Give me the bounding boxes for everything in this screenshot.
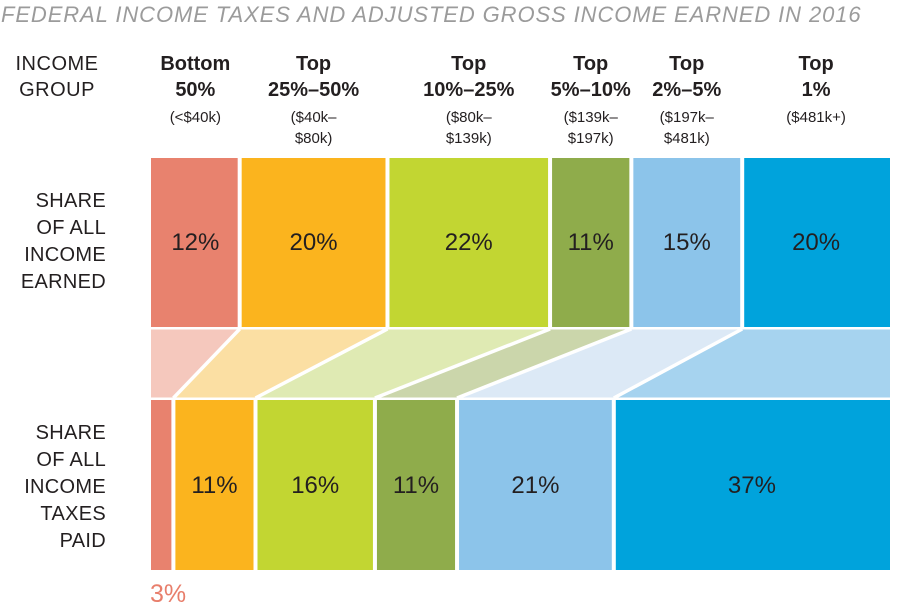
group-header-5: Top 1% ($481k+) (741, 51, 891, 128)
group-income-range: ($139k– $197k) (516, 107, 666, 149)
group-range-line: ($481k+) (786, 109, 846, 126)
value-income-earned-3: 11% (568, 229, 614, 256)
row-label-line: INCOME (24, 476, 106, 498)
row-label-line: SHARE (35, 422, 106, 444)
group-name-line: 2%–5% (652, 79, 722, 101)
group-range-line: ($139k– (563, 109, 618, 126)
flow-separator-line (612, 327, 744, 400)
group-name-line: Top (573, 53, 609, 75)
row-label-share-taxes-paid: SHARE OF ALL INCOME TAXES PAID (0, 420, 106, 555)
flow-separator-line (172, 327, 241, 400)
group-name: Top 2%–5% (612, 51, 762, 103)
group-range-line: $80k) (294, 130, 333, 147)
segment-taxes-paid-4 (459, 400, 612, 570)
flow-band-0 (151, 329, 240, 398)
group-header-3: Top 5%–10% ($139k– $197k) (516, 51, 666, 149)
chart-title: FEDERAL INCOME TAXES AND ADJUSTED GROSS … (1, 2, 862, 27)
flow-separator-line (374, 327, 551, 400)
group-name: Top 25%–50% (239, 51, 389, 103)
value-taxes-paid-4: 21% (511, 472, 559, 499)
flow-band-3 (374, 329, 632, 398)
row-label-line: PAID (59, 530, 106, 552)
group-name: Top 10%–25% (394, 51, 544, 103)
group-range-line: ($80k– (445, 109, 492, 126)
segment-taxes-paid-3 (376, 400, 456, 570)
segment-taxes-paid-5 (615, 400, 890, 570)
group-income-range: ($40k– $80k) (239, 107, 389, 149)
group-name-line: Top (295, 53, 332, 75)
income-group-line: INCOME (15, 53, 99, 75)
group-name: Top 5%–10% (516, 51, 666, 103)
row-label-line: EARNED (20, 271, 106, 293)
group-header-4: Top 2%–5% ($197k– $481k) (612, 51, 762, 149)
value-taxes-paid-5: 37% (728, 472, 776, 499)
group-income-range: ($197k– $481k) (612, 107, 762, 149)
group-name-line: 10%–25% (423, 79, 515, 101)
group-range-line: $481k) (663, 130, 710, 147)
row-label-line: OF ALL (36, 217, 106, 239)
group-name: Bottom 50% (120, 51, 270, 103)
segment-taxes-paid-2 (257, 400, 373, 570)
value-taxes-paid-3: 11% (393, 472, 439, 499)
row-label-share-income-earned: SHARE OF ALL INCOME EARNED (0, 188, 106, 296)
value-taxes-paid-2: 16% (291, 472, 339, 499)
group-range-line: ($197k– (659, 109, 714, 126)
segment-taxes-paid-1 (175, 400, 254, 570)
value-income-earned-5: 20% (792, 229, 840, 256)
group-header-2: Top 10%–25% ($80k– $139k) (394, 51, 544, 149)
group-name-line: 5%–10% (550, 79, 631, 101)
group-name-line: Bottom (160, 53, 231, 75)
flow-band-4 (457, 329, 743, 398)
group-name-line: 50% (175, 79, 216, 101)
segment-income-earned-2 (389, 158, 549, 327)
flow-separator-line (456, 327, 632, 400)
group-range-line: $139k) (445, 130, 492, 147)
group-header-1: Top 25%–50% ($40k– $80k) (239, 51, 389, 149)
group-income-range: (<$40k) (120, 107, 270, 128)
segment-income-earned-0 (151, 158, 238, 327)
segment-taxes-paid-0 (151, 400, 172, 570)
segment-income-earned-3 (552, 158, 630, 327)
group-range-line: (<$40k) (169, 109, 221, 126)
group-income-range: ($481k+) (741, 107, 891, 128)
group-name: Top 1% (741, 51, 891, 103)
row-label-line: INCOME (24, 244, 106, 266)
segment-income-earned-1 (241, 158, 386, 327)
row-label-line: TAXES (40, 503, 106, 525)
group-name-line: 25%–50% (267, 79, 360, 101)
flow-band-1 (173, 329, 388, 398)
row-label-line: SHARE (35, 190, 106, 212)
value-income-earned-4: 15% (663, 229, 711, 256)
row-label-line: OF ALL (36, 449, 106, 471)
group-name-line: Top (451, 53, 487, 75)
income-group-label: INCOME GROUP (0, 51, 114, 103)
flow-band-5 (613, 329, 890, 398)
flow-band-2 (255, 329, 551, 398)
income-group-line: GROUP (19, 79, 95, 101)
segment-income-earned-4 (633, 158, 741, 327)
value-income-earned-0: 12% (171, 229, 219, 256)
value-taxes-paid-0-outside: 3% (150, 580, 186, 608)
flow-separator-line (254, 327, 389, 400)
group-name-line: Top (798, 53, 834, 75)
segment-income-earned-5 (744, 158, 890, 327)
group-range-line: $197k) (567, 130, 614, 147)
value-taxes-paid-1: 11% (191, 472, 237, 499)
group-header-0: Bottom 50% (<$40k) (120, 51, 270, 128)
group-range-line: ($40k– (290, 109, 337, 126)
group-income-range: ($80k– $139k) (394, 107, 544, 149)
group-name-line: Top (669, 53, 705, 75)
group-name-line: 1% (801, 79, 831, 101)
value-income-earned-2: 22% (445, 229, 493, 256)
value-income-earned-1: 20% (290, 229, 338, 256)
